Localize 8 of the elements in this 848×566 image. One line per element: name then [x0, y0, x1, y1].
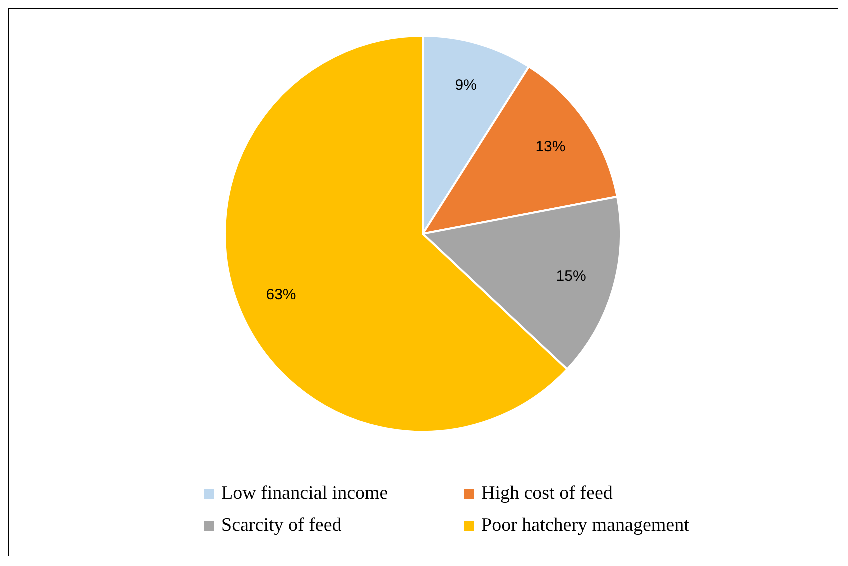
legend-label: Low financial income — [222, 483, 388, 505]
data-label: 13% — [536, 138, 566, 156]
legend-label: Scarcity of feed — [222, 515, 342, 537]
legend-label: Poor hatchery management — [482, 515, 690, 537]
data-label: 63% — [266, 286, 296, 304]
data-label: 15% — [556, 268, 586, 286]
legend-label: High cost of feed — [482, 483, 613, 505]
data-label: 9% — [455, 76, 477, 94]
